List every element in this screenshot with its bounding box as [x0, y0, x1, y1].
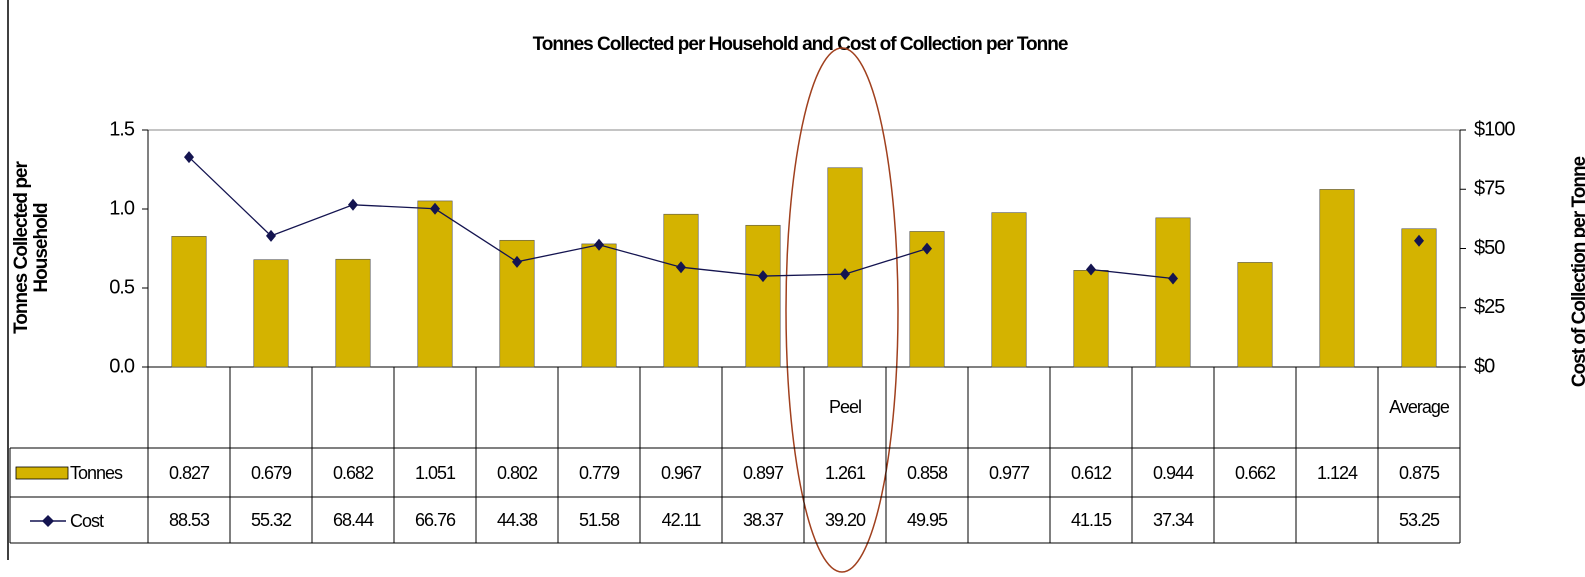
bar: [171, 236, 207, 368]
y2-tick-label: $0: [1474, 355, 1495, 377]
table-value: 0.858: [907, 463, 948, 483]
legend-label: Tonnes: [70, 463, 123, 483]
cost-marker: [266, 229, 276, 242]
bar: [827, 167, 863, 368]
table-value: 0.875: [1399, 463, 1440, 483]
cost-marker: [1168, 272, 1178, 285]
y-tick-label: 0.0: [109, 355, 135, 377]
table-value: 0.612: [1071, 463, 1112, 483]
table-value: 44.38: [497, 510, 538, 530]
cost-marker: [512, 255, 522, 268]
table-value: 49.95: [907, 510, 948, 530]
table-value: 0.662: [1235, 463, 1276, 483]
legend-marker: [42, 515, 54, 527]
table-value: 39.20: [825, 510, 866, 530]
legend-swatch: [15, 466, 69, 480]
bar: [1155, 217, 1191, 368]
table-value: 53.25: [1399, 510, 1440, 530]
category-label: Average: [1389, 397, 1450, 417]
y-tick-label: 1.5: [109, 118, 135, 140]
y2-tick-label: $75: [1474, 178, 1505, 200]
bar: [1237, 262, 1273, 368]
cost-marker: [430, 202, 440, 215]
table-value: 1.124: [1317, 463, 1358, 483]
cost-marker: [594, 238, 604, 251]
legend-label: Cost: [70, 511, 104, 531]
y-tick-label: 0.5: [109, 276, 135, 298]
cost-marker: [676, 261, 686, 274]
table-value: 0.977: [989, 463, 1030, 483]
cost-marker: [1086, 263, 1096, 276]
bar: [335, 258, 371, 368]
bar: [253, 259, 289, 368]
table-value: 66.76: [415, 510, 456, 530]
table-value: 51.58: [579, 510, 620, 530]
bar: [417, 200, 453, 368]
bar: [991, 212, 1027, 368]
cost-marker: [184, 151, 194, 164]
table-value: 0.779: [579, 463, 620, 483]
cost-marker: [1414, 234, 1424, 247]
cost-marker: [348, 198, 358, 211]
table-value: 1.261: [825, 463, 866, 483]
table-value: 0.897: [743, 463, 784, 483]
cost-marker: [840, 268, 850, 281]
y2-tick-label: $100: [1474, 118, 1515, 140]
table-value: 42.11: [662, 510, 702, 530]
table-value: 38.37: [743, 510, 784, 530]
y2-axis-label: Cost of Collection per Tonne: [1569, 156, 1585, 388]
chart-title: Tonnes Collected per Household and Cost …: [533, 34, 1068, 55]
table-value: 1.051: [415, 463, 456, 483]
table-value: 41.15: [1071, 510, 1112, 530]
bar: [1073, 270, 1109, 368]
highlight-ellipse: [785, 47, 899, 573]
y-tick-label: 1.0: [109, 197, 135, 219]
bar: [581, 243, 617, 368]
bar: [1319, 189, 1355, 368]
cost-line: [189, 157, 1419, 278]
table-value: 0.802: [497, 463, 538, 483]
table-value: 0.827: [169, 463, 210, 483]
y2-tick-label: $25: [1474, 296, 1505, 318]
bar: [663, 213, 699, 368]
table-value: 0.967: [661, 463, 702, 483]
cost-marker: [758, 270, 768, 283]
y-axis-label: Tonnes Collected per Household: [11, 162, 52, 334]
table-value: 0.944: [1153, 463, 1194, 483]
table-value: 0.682: [333, 463, 374, 483]
bar: [1401, 228, 1437, 368]
category-label: Peel: [829, 397, 861, 417]
y2-tick-label: $50: [1474, 237, 1505, 259]
table-value: 55.32: [251, 510, 292, 530]
table-value: 88.53: [169, 510, 210, 530]
cost-marker: [922, 242, 932, 255]
table-value: 68.44: [333, 510, 374, 530]
table-value: 37.34: [1153, 510, 1194, 530]
bar: [745, 224, 781, 368]
table-value: 0.679: [251, 463, 292, 483]
